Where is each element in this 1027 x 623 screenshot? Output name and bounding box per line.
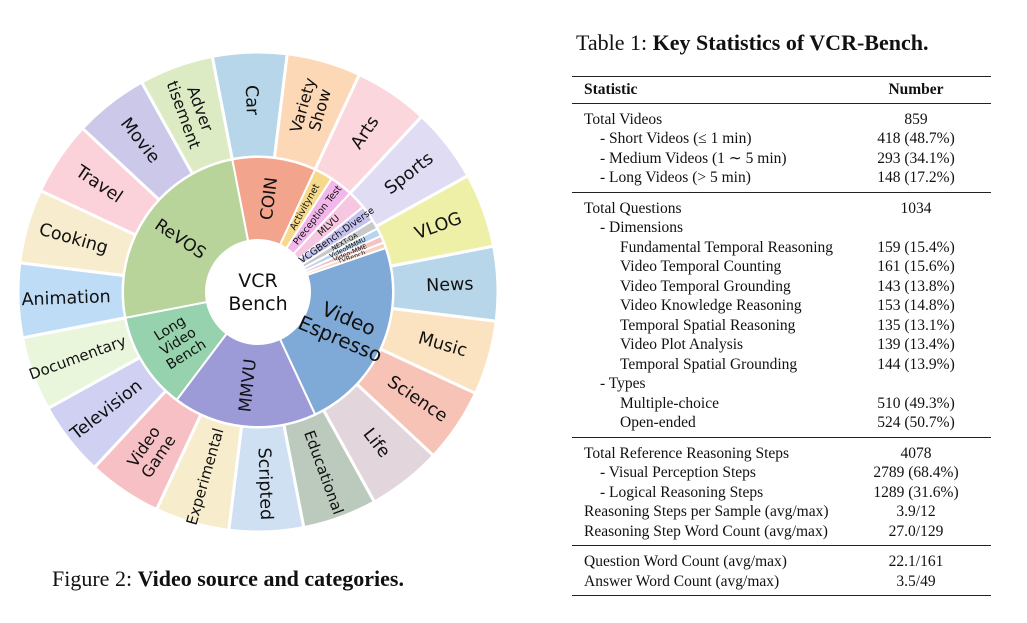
center-label-bottom: Bench xyxy=(228,293,287,315)
row-value: 293 (34.1%) xyxy=(877,149,955,167)
table-row: Temporal Spatial Grounding 144 (13.9%) xyxy=(572,355,991,375)
row-label: Answer Word Count (avg/max) xyxy=(584,572,780,590)
row-value: 22.1/161 xyxy=(888,553,944,570)
table-row: - Logical Reasoning Steps 1289 (31.6%) xyxy=(572,483,991,503)
header-statistic: Statistic xyxy=(584,81,638,98)
row-label: Total Videos xyxy=(584,110,663,128)
figure-label: Figure 2: xyxy=(52,566,133,591)
row-value: 159 (15.4%) xyxy=(877,238,955,256)
row-value: 161 (15.6%) xyxy=(877,258,955,275)
table-group: Total Reference Reasoning Steps 4078- Vis… xyxy=(572,437,991,546)
row-label: Fundamental Temporal Reasoning xyxy=(620,238,834,256)
row-label: Question Word Count (avg/max) xyxy=(584,553,787,570)
table-row: Video Temporal Grounding 143 (13.8%) xyxy=(572,277,991,297)
figure-title: Video source and categories. xyxy=(137,566,404,591)
outer-segment-label: News xyxy=(426,274,474,296)
table-row: - Long Videos (> 5 min) 148 (17.2%) xyxy=(572,168,991,192)
row-label: Video Temporal Counting xyxy=(620,258,782,275)
table-group: Total Questions 1034 - Dimensions Fundament… xyxy=(572,192,991,437)
table-row: Video Plot Analysis 139 (13.4%) xyxy=(572,335,991,355)
row-value: 27.0/129 xyxy=(888,522,944,540)
table-row: Reasoning Step Word Count (avg/max) 27.0/… xyxy=(572,522,991,546)
table-row: - Short Videos (≤ 1 min) 418 (48.7%) xyxy=(572,129,991,149)
table-row: Video Temporal Counting 161 (15.6%) xyxy=(572,257,991,277)
table-row: - Medium Videos (1 ∼ 5 min) 293 (34.1%) xyxy=(572,149,991,169)
table-caption: Table 1: Key Statistics of VCR-Bench. xyxy=(576,30,928,56)
row-value: 510 (49.3%) xyxy=(877,394,955,412)
table-group: Total Videos 859 - Short Videos (≤ 1 min) 4… xyxy=(572,103,991,192)
row-label: - Medium Videos (1 ∼ 5 min) xyxy=(600,149,787,167)
row-value: 524 (50.7%) xyxy=(877,414,955,431)
table-row: Video Knowledge Reasoning 153 (14.8%) xyxy=(572,296,991,316)
row-label: Total Reference Reasoning Steps xyxy=(584,444,790,462)
table-row: Open-ended 524 (50.7%) xyxy=(572,413,991,437)
row-value: 3.9/12 xyxy=(896,503,936,520)
row-value: 148 (17.2%) xyxy=(877,169,955,186)
row-value: 4078 xyxy=(900,444,932,462)
row-value: 139 (13.4%) xyxy=(877,336,955,353)
row-value: 2789 (68.4%) xyxy=(873,464,959,481)
row-value: 153 (14.8%) xyxy=(877,297,955,314)
table-title: Key Statistics of VCR-Bench. xyxy=(652,30,929,55)
center-circle xyxy=(206,240,310,344)
statistics-table: Statistic Number Total Videos 859- Short … xyxy=(572,76,991,596)
row-value: 1289 (31.6%) xyxy=(873,483,959,501)
table-row: Temporal Spatial Reasoning 135 (13.1%) xyxy=(572,316,991,336)
table-row: Total Reference Reasoning Steps 4078 xyxy=(572,437,991,463)
row-value: 418 (48.7%) xyxy=(877,130,955,147)
table-label: Table 1: xyxy=(576,30,648,55)
row-label: Temporal Spatial Grounding xyxy=(620,355,798,373)
table-row: Question Word Count (avg/max) 22.1/161 xyxy=(572,546,991,572)
outer-segment-label: Car xyxy=(241,85,262,117)
table-row: Total Questions 1034 xyxy=(572,192,991,218)
row-label: Temporal Spatial Reasoning xyxy=(620,316,796,334)
table-group: Question Word Count (avg/max) 22.1/161 Ans… xyxy=(572,546,991,596)
table-header-row: Statistic Number xyxy=(572,76,991,103)
row-value: 859 xyxy=(904,110,928,128)
row-value xyxy=(841,374,991,394)
row-value xyxy=(841,218,991,238)
row-value: 135 (13.1%) xyxy=(877,316,955,334)
sunburst-chart: Car VarietyShow ArtsSportsVLOGNewsMusicSci… xyxy=(16,50,500,534)
table-row: Reasoning Steps per Sample (avg/max) 3.9/… xyxy=(572,502,991,522)
row-label: - Short Videos (≤ 1 min) xyxy=(600,130,752,147)
table-row: - Types xyxy=(572,374,991,394)
row-label: Reasoning Steps per Sample (avg/max) xyxy=(584,503,829,520)
row-value: 144 (13.9%) xyxy=(877,355,955,373)
table-row: - Dimensions xyxy=(572,218,991,238)
center-label-top: VCR xyxy=(238,270,277,292)
header-number: Number xyxy=(888,81,944,98)
row-label: - Dimensions xyxy=(600,219,684,236)
row-label: - Long Videos (> 5 min) xyxy=(600,169,751,186)
row-label: Multiple-choice xyxy=(620,394,719,412)
table-row: Total Videos 859 xyxy=(572,103,991,129)
figure-caption: Figure 2: Video source and categories. xyxy=(52,566,404,592)
outer-segment-label: Scripted xyxy=(253,447,276,520)
row-value: 1034 xyxy=(900,199,932,217)
table-row: Multiple-choice 510 (49.3%) xyxy=(572,394,991,414)
table-row: Answer Word Count (avg/max) 3.5/49 xyxy=(572,572,991,596)
outer-segment-label: Animation xyxy=(21,287,111,310)
row-label: Video Knowledge Reasoning xyxy=(620,297,802,314)
row-label: Video Temporal Grounding xyxy=(620,277,791,295)
row-label: Video Plot Analysis xyxy=(620,336,744,353)
row-label: Open-ended xyxy=(620,414,696,431)
table-row: - Visual Perception Steps 2789 (68.4%) xyxy=(572,463,991,483)
row-label: Reasoning Step Word Count (avg/max) xyxy=(584,522,828,540)
row-value: 143 (13.8%) xyxy=(877,277,955,295)
row-label: - Types xyxy=(600,375,646,392)
row-label: - Logical Reasoning Steps xyxy=(600,483,764,501)
table-row: Fundamental Temporal Reasoning 159 (15.4%… xyxy=(572,238,991,258)
row-label: Total Questions xyxy=(584,199,682,217)
row-value: 3.5/49 xyxy=(896,572,936,590)
row-label: - Visual Perception Steps xyxy=(600,464,756,481)
